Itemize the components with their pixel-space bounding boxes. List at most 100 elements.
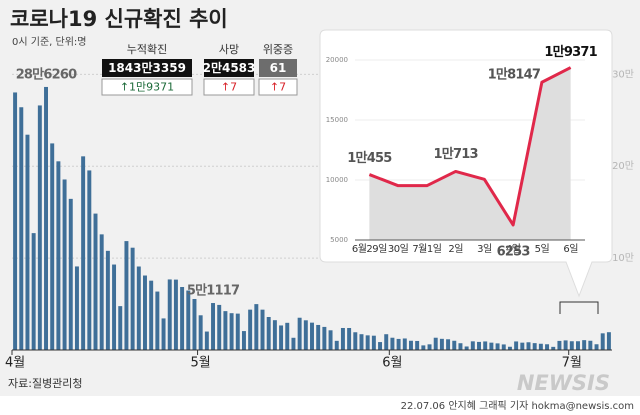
- bar: [316, 324, 321, 350]
- bar: [452, 340, 457, 350]
- bar: [180, 287, 185, 350]
- bar: [297, 317, 302, 350]
- bar: [62, 179, 67, 350]
- bar: [87, 170, 92, 350]
- bar: [291, 337, 296, 350]
- bar: [112, 264, 117, 350]
- bar: [433, 337, 438, 350]
- bar: [161, 318, 166, 350]
- bar: [241, 331, 246, 350]
- bar: [260, 309, 265, 350]
- bar: [532, 343, 537, 350]
- bar: [600, 333, 605, 350]
- x-tick-label: 2일: [448, 243, 463, 255]
- area: [369, 67, 571, 240]
- data-label: 28만6260: [16, 66, 77, 82]
- bar: [149, 280, 154, 350]
- bar: [477, 341, 481, 350]
- bar-chart: 10만 20만 30만 4월 28만6260 5월 5만1117 6월 7월: [5, 66, 634, 370]
- summary-total: 1843만3359: [108, 60, 186, 75]
- bar: [322, 326, 327, 350]
- data-label: 6253: [497, 244, 531, 259]
- bar: [56, 161, 61, 350]
- bar: [204, 331, 209, 350]
- footer-strip: [0, 396, 640, 415]
- bar: [74, 266, 79, 350]
- x-tick-label: 6월: [382, 356, 402, 371]
- x-tick-label: 3일: [477, 243, 492, 255]
- bar: [464, 346, 469, 350]
- bar: [19, 107, 24, 351]
- line: [368, 66, 572, 227]
- summary-total: 2만4583: [203, 60, 256, 75]
- bar: [606, 332, 611, 350]
- logo: NEWSIS: [517, 371, 610, 395]
- bar: [68, 198, 73, 350]
- x-tick-label: 7월: [562, 356, 582, 371]
- bar: [93, 213, 98, 350]
- bar: [489, 342, 494, 350]
- bar: [192, 298, 197, 350]
- x-tick-label: 4일: [506, 243, 521, 255]
- bar: [334, 340, 339, 350]
- bar: [31, 233, 36, 350]
- bar: [353, 332, 358, 350]
- bar: [130, 247, 135, 350]
- x-tick-label: 6월29일: [352, 243, 387, 255]
- x-tick-label: 6일: [563, 243, 578, 255]
- summary-total: 61: [270, 61, 287, 75]
- summary-box: [259, 59, 297, 77]
- data-label: 5만1117: [187, 283, 240, 299]
- bar: [81, 156, 86, 350]
- bar: [105, 250, 110, 350]
- bar: [198, 315, 203, 350]
- x-tick-label: 30일: [388, 243, 409, 255]
- bar: [458, 343, 463, 350]
- bar: [365, 335, 370, 350]
- x-tick-label: 5월: [191, 356, 211, 371]
- bar: [303, 320, 308, 350]
- bar: [37, 105, 42, 350]
- y-tick-label: 10만: [612, 252, 634, 264]
- bar: [526, 342, 531, 350]
- x-tick-label: 4월: [5, 356, 25, 371]
- bar: [415, 340, 420, 350]
- bar: [563, 340, 568, 350]
- bar: [446, 339, 451, 350]
- bar: [501, 344, 506, 350]
- summary-label: 위중증: [263, 43, 293, 56]
- source: 자료:질병관리청: [8, 377, 83, 390]
- data-label: 1만9371: [544, 44, 597, 60]
- bar: [229, 313, 234, 350]
- bar: [272, 320, 277, 350]
- data-label: 1만8147: [488, 67, 541, 83]
- bar: [279, 325, 284, 350]
- subtitle: 0시 기준, 단위:명: [12, 35, 86, 48]
- bar: [538, 343, 543, 350]
- summary-label: 사망: [219, 43, 239, 56]
- bar: [248, 309, 253, 350]
- bar: [223, 311, 228, 350]
- bar: [507, 346, 512, 350]
- bar: [143, 275, 147, 350]
- bar: [594, 344, 599, 350]
- summary-change: ↑7: [270, 81, 286, 94]
- bar: [266, 317, 271, 350]
- summary-change-box: [101, 78, 193, 96]
- bar: [470, 341, 475, 350]
- line-chart: 5000 10000 15000 20000 6월29일 1만455 30일 7월1일 2일 1만…: [326, 44, 599, 259]
- bar: [44, 86, 48, 351]
- bar: [408, 340, 413, 350]
- bar: [155, 291, 160, 350]
- bar: [520, 342, 525, 350]
- bar: [588, 340, 593, 350]
- bar: [359, 334, 364, 350]
- y-tick-label: 30만: [612, 68, 634, 80]
- bar: [173, 279, 178, 350]
- bar: [285, 322, 290, 350]
- bar: [118, 306, 123, 350]
- bar: [551, 346, 556, 350]
- bar: [421, 345, 426, 350]
- bar: [545, 344, 550, 350]
- bar: [483, 341, 488, 350]
